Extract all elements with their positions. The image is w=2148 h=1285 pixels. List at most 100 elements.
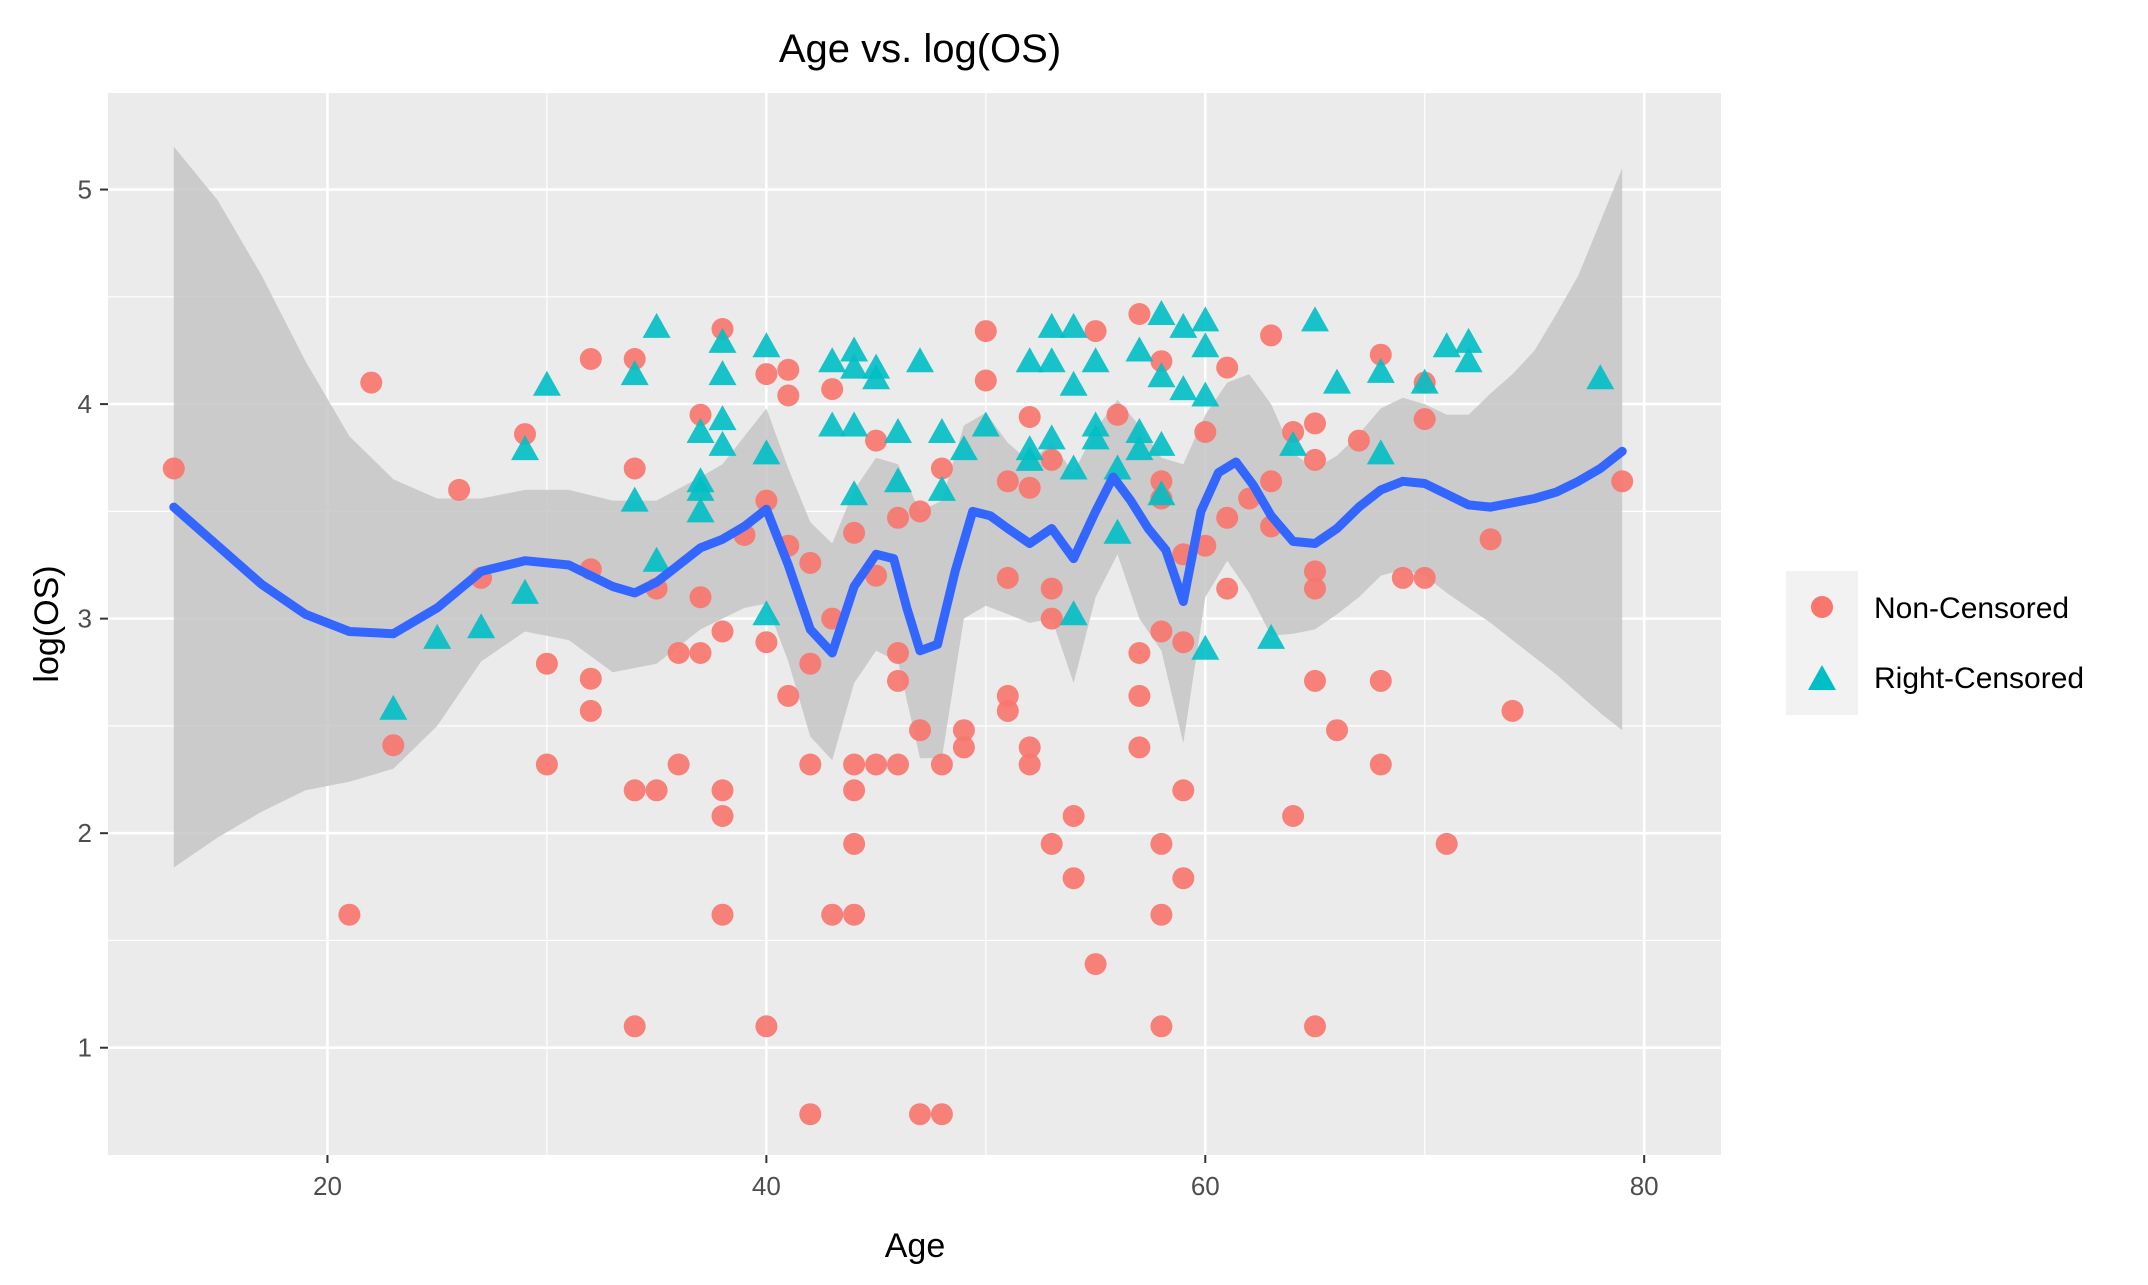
chart-title: Age vs. log(OS) <box>779 27 1061 71</box>
data-point-circle <box>887 642 909 664</box>
data-point-triangle <box>686 497 715 523</box>
data-point-circle <box>1216 506 1239 529</box>
data-point-circle <box>930 457 953 480</box>
data-point-triangle <box>927 418 956 443</box>
y-tick-label: 3 <box>78 604 92 634</box>
data-point-circle <box>579 348 602 370</box>
data-point-triangle <box>1301 306 1329 332</box>
data-point-circle <box>755 489 778 512</box>
data-point-triangle <box>1015 445 1044 471</box>
data-point-circle <box>887 753 909 776</box>
data-point-triangle <box>1169 375 1198 401</box>
right-censored-points <box>379 300 1615 720</box>
data-point-circle <box>448 478 471 501</box>
data-point-circle <box>1150 832 1173 855</box>
data-point-circle <box>996 470 1019 493</box>
data-point-circle <box>1128 642 1151 664</box>
data-point-circle <box>843 832 866 855</box>
y-tick-label: 5 <box>78 175 92 205</box>
data-point-triangle <box>1366 439 1395 465</box>
data-point-circle <box>1040 832 1063 855</box>
data-point-circle <box>360 371 383 394</box>
data-point-circle <box>1260 470 1283 493</box>
data-point-triangle <box>1147 480 1176 506</box>
data-point-circle <box>579 667 602 690</box>
data-point-circle <box>1369 753 1392 776</box>
data-point-circle <box>799 551 822 574</box>
data-point-triangle <box>1081 411 1110 437</box>
data-point-triangle <box>1586 364 1615 390</box>
data-point-triangle <box>1059 370 1088 396</box>
legend-triangle-marker <box>1808 665 1836 690</box>
data-point-circle <box>1172 631 1195 654</box>
data-point-circle <box>1413 566 1436 589</box>
data-point-triangle <box>1125 435 1154 461</box>
data-point-circle <box>579 699 602 722</box>
x-tick-label: 40 <box>752 1171 781 1201</box>
data-point-circle <box>1150 350 1173 373</box>
data-point-circle <box>1326 719 1348 742</box>
data-point-triangle <box>532 370 561 396</box>
data-point-triangle <box>379 694 408 720</box>
data-point-circle <box>887 669 909 692</box>
data-point-circle <box>843 779 866 802</box>
data-point-triangle <box>1191 332 1220 358</box>
legend-label-right-censored: Right-Censored <box>1874 662 2084 695</box>
data-point-circle <box>1216 356 1239 379</box>
data-point-circle <box>711 779 734 802</box>
data-point-triangle <box>840 480 869 506</box>
data-point-triangle <box>1081 347 1110 373</box>
data-point-circle <box>1611 470 1634 493</box>
data-point-circle <box>1347 429 1370 452</box>
data-point-triangle <box>1147 362 1176 388</box>
data-point-circle <box>338 903 361 926</box>
data-point-triangle <box>1257 623 1286 649</box>
data-point-triangle <box>884 467 912 493</box>
data-point-triangle <box>1059 312 1088 338</box>
data-point-circle <box>821 903 844 926</box>
data-point-circle <box>1304 669 1326 692</box>
x-axis-title: Age <box>885 1227 946 1265</box>
data-point-circle <box>711 805 734 827</box>
data-point-circle <box>1040 607 1063 630</box>
data-point-triangle <box>752 332 781 358</box>
data-point-circle <box>843 753 866 776</box>
data-point-triangle <box>708 430 737 456</box>
data-point-circle <box>996 699 1019 722</box>
data-point-circle <box>535 753 558 776</box>
data-point-circle <box>623 457 646 480</box>
data-point-triangle <box>1366 357 1395 383</box>
data-point-circle <box>623 779 646 802</box>
data-point-circle <box>1413 408 1436 431</box>
data-point-triangle <box>840 336 869 362</box>
data-point-circle <box>1172 867 1195 890</box>
data-point-triangle <box>686 475 715 501</box>
data-point-triangle <box>620 360 649 386</box>
legend: Non-Censored Right-Censored <box>1786 571 2084 715</box>
x-tick-label: 80 <box>1630 1171 1659 1201</box>
data-point-circle <box>645 779 668 802</box>
legend-circle-marker <box>1811 596 1833 618</box>
data-point-triangle <box>949 435 978 461</box>
data-point-triangle <box>686 418 715 443</box>
y-tick-label: 4 <box>78 389 92 419</box>
data-point-triangle <box>1125 336 1154 362</box>
data-point-circle <box>974 320 997 343</box>
data-point-circle <box>821 378 844 401</box>
data-point-circle <box>667 753 690 776</box>
data-point-circle <box>1172 779 1195 802</box>
data-point-triangle <box>1169 312 1198 338</box>
smooth-line <box>169 446 1627 658</box>
data-point-circle <box>930 1103 953 1126</box>
data-point-circle <box>1040 577 1063 600</box>
data-point-circle <box>1084 953 1107 976</box>
data-point-circle <box>930 753 953 776</box>
data-point-circle <box>689 586 712 609</box>
data-point-circle <box>1128 684 1151 707</box>
data-point-triangle <box>1059 454 1088 480</box>
data-point-circle <box>843 903 866 926</box>
data-point-circle <box>1501 699 1524 722</box>
data-point-circle <box>1018 476 1041 499</box>
data-point-circle <box>952 719 975 742</box>
